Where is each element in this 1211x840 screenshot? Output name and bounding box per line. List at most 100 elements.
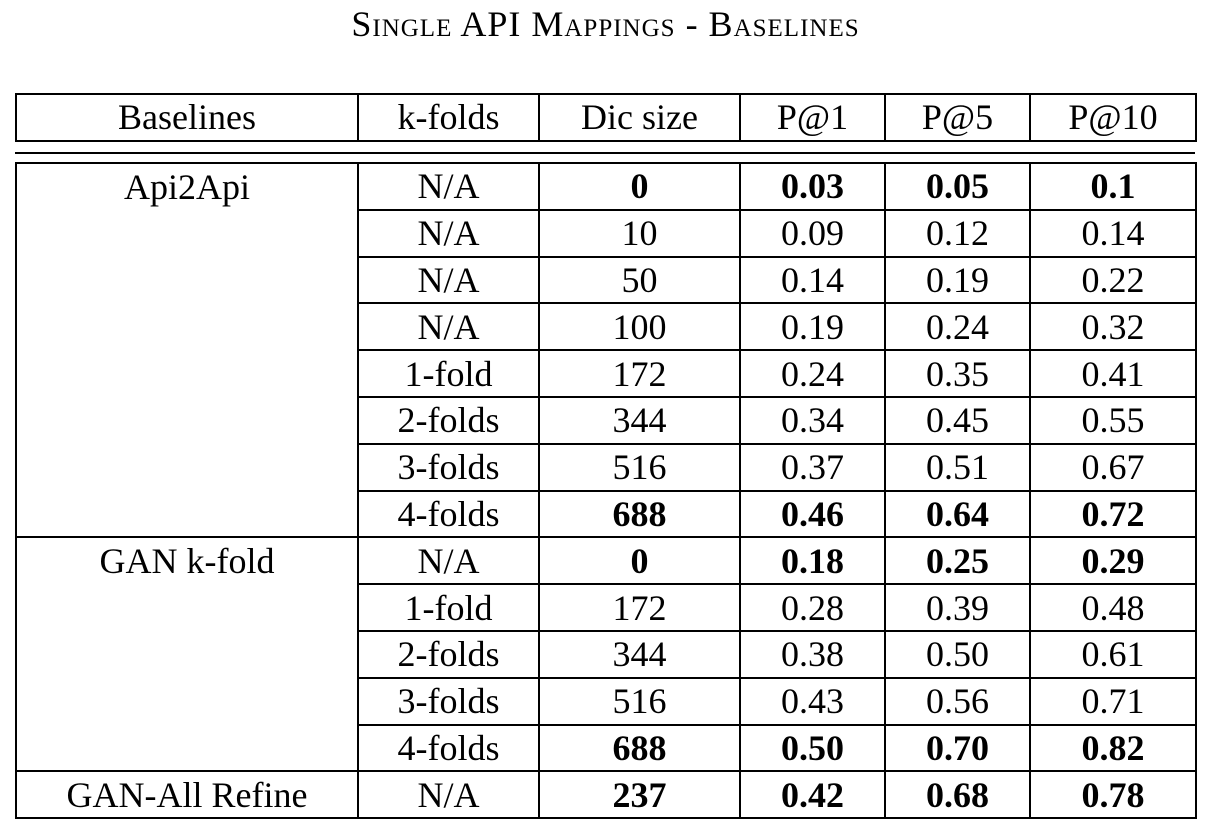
kfolds-cell: 1-fold <box>357 583 540 632</box>
p5-cell: 0.05 <box>884 162 1031 211</box>
p10-cell: 0.14 <box>1029 208 1197 258</box>
p5-cell: 0.25 <box>884 536 1031 586</box>
p1-cell: 0.43 <box>739 676 886 726</box>
table-row: 4-folds 688 0.50 0.70 0.82 <box>16 723 1197 773</box>
table-row: GAN k-fold N/A 0 0.18 0.25 0.29 <box>15 536 1197 773</box>
dic-size-cell: 50 <box>538 255 741 305</box>
header-p1: P@1 <box>739 93 886 142</box>
table-row: 4-folds 688 0.46 0.64 0.72 <box>16 489 1197 539</box>
p10-cell: 0.1 <box>1029 162 1197 211</box>
group-label: GAN-All Refine <box>15 770 359 820</box>
p10-cell: 0.41 <box>1029 349 1197 398</box>
table-row: 3-folds 516 0.43 0.56 0.71 <box>16 676 1197 726</box>
p5-cell: 0.12 <box>884 208 1031 258</box>
kfolds-cell: N/A <box>357 536 540 586</box>
header-p5: P@5 <box>884 93 1031 142</box>
p5-cell: 0.56 <box>884 676 1031 726</box>
p10-cell: 0.82 <box>1029 723 1197 773</box>
p10-cell: 0.78 <box>1029 770 1197 820</box>
table-row: GAN-All Refine N/A 237 0.42 0.68 0.78 <box>15 770 1197 820</box>
p10-cell: 0.67 <box>1029 442 1197 492</box>
dic-size-cell: 516 <box>538 442 741 492</box>
p1-cell: 0.18 <box>739 536 886 586</box>
results-table-frame: Baselines k-folds Dic size P@1 P@5 P@10 … <box>15 93 1197 820</box>
p1-cell: 0.34 <box>739 395 886 445</box>
double-rule <box>15 142 1195 154</box>
table-row: 1-fold 172 0.28 0.39 0.48 <box>16 583 1197 632</box>
dic-size-cell: 172 <box>538 583 741 632</box>
dic-size-cell: 10 <box>538 208 741 258</box>
group-label: GAN k-fold <box>15 536 359 773</box>
table-row: N/A 10 0.09 0.12 0.14 <box>16 208 1197 258</box>
table-row: 1-fold 172 0.24 0.35 0.41 <box>16 349 1197 398</box>
dic-size-cell: 516 <box>538 676 741 726</box>
group-label: Api2Api <box>15 161 359 539</box>
p10-cell: 0.29 <box>1029 536 1197 586</box>
p10-cell: 0.72 <box>1029 489 1197 539</box>
table-row: N/A 100 0.19 0.24 0.32 <box>16 302 1197 352</box>
p5-cell: 0.70 <box>884 723 1031 773</box>
table-row: Api2Api N/A 0 0.03 0.05 0.1 <box>15 161 1197 539</box>
header-dic-size: Dic size <box>538 93 741 142</box>
p5-cell: 0.64 <box>884 489 1031 539</box>
header-row: Baselines k-folds Dic size P@1 P@5 P@10 <box>15 93 1197 142</box>
p10-cell: 0.48 <box>1029 583 1197 632</box>
results-table-header: Baselines k-folds Dic size P@1 P@5 P@10 <box>15 93 1197 142</box>
kfolds-cell: N/A <box>357 255 540 305</box>
kfolds-cell: 4-folds <box>357 723 540 773</box>
p5-cell: 0.35 <box>884 349 1031 398</box>
p5-cell: 0.50 <box>884 629 1031 679</box>
p1-cell: 0.42 <box>739 770 886 820</box>
kfolds-cell: 3-folds <box>357 676 540 726</box>
dic-size-cell: 237 <box>538 770 741 820</box>
dic-size-cell: 688 <box>538 489 741 539</box>
dic-size-cell: 0 <box>538 162 741 211</box>
kfolds-cell: 1-fold <box>357 349 540 398</box>
p1-cell: 0.50 <box>739 723 886 773</box>
table-row: 3-folds 516 0.37 0.51 0.67 <box>16 442 1197 492</box>
dic-size-cell: 688 <box>538 723 741 773</box>
header-kfolds: k-folds <box>357 93 540 142</box>
p5-cell: 0.19 <box>884 255 1031 305</box>
kfolds-cell: 3-folds <box>357 442 540 492</box>
p10-cell: 0.22 <box>1029 255 1197 305</box>
p10-cell: 0.71 <box>1029 676 1197 726</box>
p10-cell: 0.61 <box>1029 629 1197 679</box>
kfolds-cell: 4-folds <box>357 489 540 539</box>
results-table-rows: Api2Api N/A 0 0.03 0.05 0.1 N/A 10 0.09 0.12 0.14 N… <box>15 161 1197 820</box>
p1-cell: 0.28 <box>739 583 886 632</box>
p1-cell: 0.09 <box>739 208 886 258</box>
kfolds-cell: 2-folds <box>357 395 540 445</box>
p1-cell: 0.19 <box>739 302 886 352</box>
p1-cell: 0.14 <box>739 255 886 305</box>
header-baselines: Baselines <box>15 93 359 142</box>
p1-cell: 0.46 <box>739 489 886 539</box>
dic-size-cell: 344 <box>538 395 741 445</box>
p1-cell: 0.37 <box>739 442 886 492</box>
table-row: 2-folds 344 0.34 0.45 0.55 <box>16 395 1197 445</box>
p1-cell: 0.24 <box>739 349 886 398</box>
p1-cell: 0.38 <box>739 629 886 679</box>
p5-cell: 0.68 <box>884 770 1031 820</box>
kfolds-cell: N/A <box>357 162 540 211</box>
table-row: 2-folds 344 0.38 0.50 0.61 <box>16 629 1197 679</box>
header-p10: P@10 <box>1029 93 1197 142</box>
kfolds-cell: N/A <box>357 208 540 258</box>
p5-cell: 0.24 <box>884 302 1031 352</box>
p1-cell: 0.03 <box>739 162 886 211</box>
results-table-body: Api2Api N/A 0 0.03 0.05 0.1 N/A 10 0.09 0.12 0.14 N… <box>15 161 1197 820</box>
table-row: N/A 50 0.14 0.19 0.22 <box>16 255 1197 305</box>
dic-size-cell: 100 <box>538 302 741 352</box>
p10-cell: 0.55 <box>1029 395 1197 445</box>
kfolds-cell: N/A <box>357 302 540 352</box>
p10-cell: 0.32 <box>1029 302 1197 352</box>
p5-cell: 0.51 <box>884 442 1031 492</box>
kfolds-cell: N/A <box>357 770 540 820</box>
rule-gap <box>15 154 1195 162</box>
kfolds-cell: 2-folds <box>357 629 540 679</box>
dic-size-cell: 344 <box>538 629 741 679</box>
p5-cell: 0.45 <box>884 395 1031 445</box>
dic-size-cell: 172 <box>538 349 741 398</box>
dic-size-cell: 0 <box>538 536 741 586</box>
table-title: Single API Mappings - Baselines <box>351 4 860 44</box>
